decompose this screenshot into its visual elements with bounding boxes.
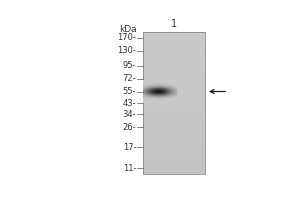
Text: 72-: 72- [123,74,136,83]
Bar [143,68,205,70]
Text: 1: 1 [171,19,177,29]
Bar [143,153,205,155]
Bar [143,148,205,151]
Bar [143,35,205,37]
Text: 55-: 55- [123,87,136,96]
Bar [143,40,205,42]
Bar [143,49,205,51]
Bar [143,141,205,143]
Bar [143,158,205,160]
Bar [143,117,205,120]
Bar [143,103,205,106]
Bar [143,162,205,165]
Bar [143,32,205,35]
Bar [143,77,205,80]
Bar [143,101,205,103]
Text: 17-: 17- [123,143,136,152]
Text: kDa: kDa [119,25,136,34]
Bar [143,169,205,172]
Bar [143,129,205,132]
Bar [143,44,205,47]
Bar [143,110,205,113]
Bar [143,136,205,139]
Bar [143,132,205,134]
Bar [143,139,205,141]
Text: 95-: 95- [123,61,136,70]
Bar [143,51,205,54]
Bar [143,122,205,125]
Bar [143,82,205,84]
Bar [143,54,205,56]
Bar [143,120,205,122]
Bar [143,127,205,129]
Bar [143,146,205,148]
Bar [143,75,205,77]
Bar [143,63,205,66]
Bar [143,125,205,127]
Bar [143,47,205,49]
Bar [143,32,205,174]
Bar [143,155,205,158]
Bar [143,66,205,68]
Bar [143,106,205,108]
Bar [143,56,205,58]
Bar [143,37,205,40]
Text: 130-: 130- [117,46,136,55]
Bar [143,96,205,99]
Bar [143,143,205,146]
Bar [143,165,205,167]
Bar [143,115,205,117]
Bar [143,108,205,110]
Text: 11-: 11- [123,164,136,173]
Bar [143,73,205,75]
Bar [143,172,205,174]
Bar [143,92,205,94]
Bar [143,113,205,115]
Bar [143,94,205,96]
Text: 34-: 34- [123,110,136,119]
Text: 26-: 26- [123,123,136,132]
Bar [143,58,205,61]
Bar [143,99,205,101]
Text: 43-: 43- [123,99,136,108]
Bar [143,80,205,82]
Bar [143,84,205,87]
Bar [143,70,205,73]
Bar [143,89,205,92]
Bar [143,42,205,44]
Bar [143,134,205,136]
Bar [143,160,205,162]
Bar [143,61,205,63]
Bar [143,151,205,153]
Bar [143,167,205,169]
Text: 170-: 170- [117,33,136,42]
Bar [143,87,205,89]
